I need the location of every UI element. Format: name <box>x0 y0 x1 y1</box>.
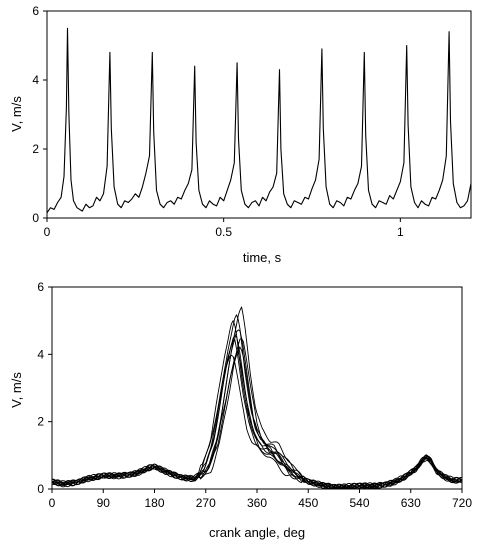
x-tick-label: 1 <box>397 225 404 239</box>
x-tick-label: 270 <box>196 496 216 510</box>
x-tick-label: 0 <box>44 225 51 239</box>
chart-2-x-ticks: 0 90 180 270 360 450 540 630 720 <box>49 489 472 510</box>
y-tick-label: 4 <box>32 73 39 87</box>
y-tick-label: 2 <box>37 415 44 429</box>
x-tick-label: 90 <box>97 496 111 510</box>
chart-2-y-axis-label: V, m/s <box>9 372 24 408</box>
chart-2-series-group <box>51 306 463 489</box>
series-line <box>46 27 472 214</box>
chart-1-y-ticks: 0 2 4 6 <box>32 4 47 225</box>
chart-1-x-ticks: 0 0.5 1 <box>44 218 404 239</box>
x-tick-label: 360 <box>247 496 267 510</box>
cycle-line <box>51 306 463 489</box>
cycle-line <box>51 351 463 489</box>
x-tick-label: 0 <box>49 496 56 510</box>
y-tick-label: 2 <box>32 142 39 156</box>
cycle-line <box>52 354 463 489</box>
y-tick-label: 6 <box>32 4 39 18</box>
y-tick-label: 0 <box>32 211 39 225</box>
y-tick-label: 0 <box>37 482 44 496</box>
chart-2-y-ticks: 0 2 4 6 <box>37 280 52 496</box>
x-tick-label: 180 <box>144 496 164 510</box>
chart-1-plot-frame <box>46 10 472 219</box>
cycle-line <box>51 346 463 489</box>
y-tick-label: 6 <box>37 280 44 294</box>
chart-1-series-group <box>46 27 472 214</box>
cycle-line <box>51 314 463 489</box>
chart-2-plot-frame <box>51 286 463 490</box>
chart-1-x-axis-label: time, s <box>243 250 282 265</box>
chart-crank-angle: 0 2 4 6 0 90 180 270 360 450 540 630 720 crank angl… <box>9 280 472 540</box>
x-tick-label: 0.5 <box>215 225 232 239</box>
chart-1-y-axis-label: V, m/s <box>9 96 24 132</box>
cycle-line <box>51 329 463 489</box>
x-tick-label: 540 <box>349 496 369 510</box>
chart-2-x-axis-label: crank angle, deg <box>209 525 305 540</box>
x-tick-label: 630 <box>401 496 421 510</box>
x-tick-label: 720 <box>452 496 472 510</box>
y-tick-label: 4 <box>37 347 44 361</box>
cycle-line <box>51 320 463 489</box>
x-tick-label: 450 <box>298 496 318 510</box>
